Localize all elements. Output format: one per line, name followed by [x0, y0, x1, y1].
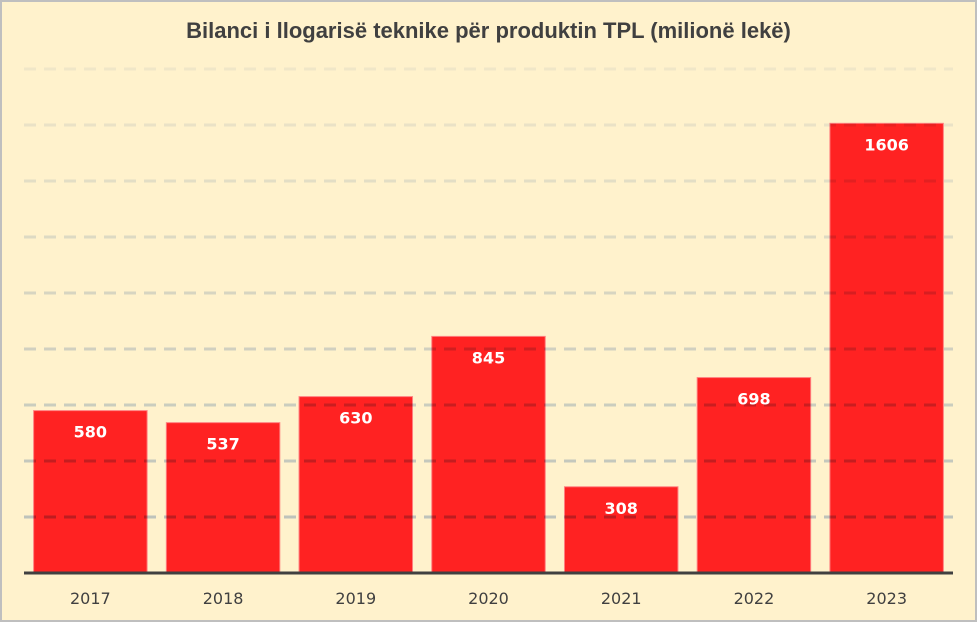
x-tick-label-2018: 2018 — [203, 589, 244, 608]
x-tick-label-2023: 2023 — [866, 589, 907, 608]
bar-2018 — [165, 422, 281, 574]
data-label-2020: 845 — [472, 348, 505, 367]
data-label-2021: 308 — [605, 499, 638, 518]
x-tick-label-2017: 2017 — [70, 589, 111, 608]
x-tick-label-2022: 2022 — [734, 589, 775, 608]
x-tick-label-2021: 2021 — [601, 589, 642, 608]
chart-title: Bilanci i llogarisë teknike për produkti… — [186, 18, 791, 43]
data-label-2019: 630 — [339, 409, 372, 428]
x-tick-label-2020: 2020 — [468, 589, 509, 608]
data-label-2018: 537 — [206, 435, 239, 454]
data-label-2017: 580 — [74, 423, 107, 442]
bar-2019 — [298, 396, 414, 574]
bar-2017 — [33, 410, 148, 574]
data-label-2023: 1606 — [864, 135, 909, 154]
bar-2020 — [431, 335, 546, 574]
data-label-2022: 698 — [737, 390, 770, 409]
x-tick-label-2019: 2019 — [335, 589, 376, 608]
